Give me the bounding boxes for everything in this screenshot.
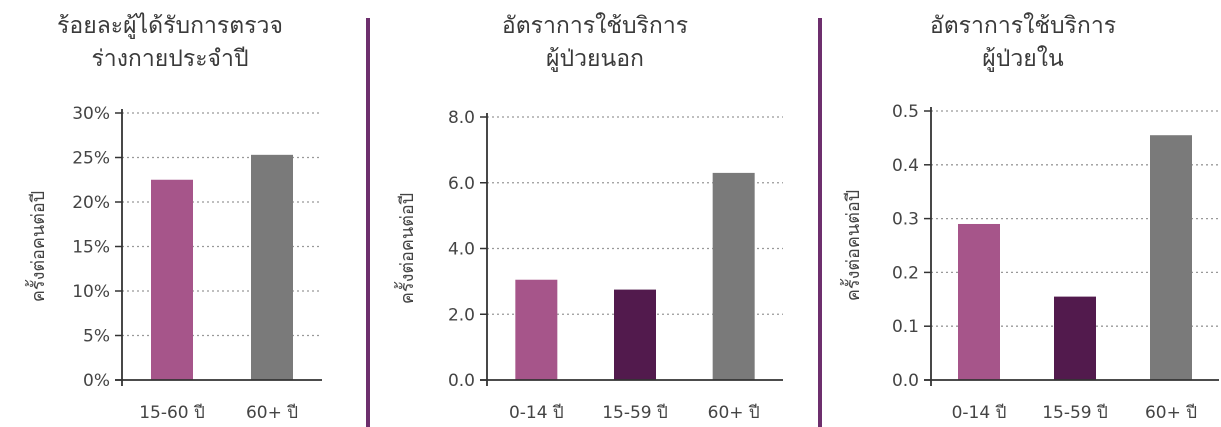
inpatient-chart: 0.0 0.1 0.2 0.3 0.4 0.5 0-14 ปี 15-59 ปี 60+ ปี ค… [840,102,1219,423]
y-tick-label: 0.0 [448,371,475,391]
x-tick-label: 15-59 ปี [602,403,668,423]
y-tick-label: 0.5 [892,102,919,122]
y-tick-label: 15% [72,238,110,258]
chart-title-line-2: ผู้ป่วยใน [982,46,1064,72]
y-tick-label: 2.0 [448,305,475,325]
y-tick-label: 25% [72,149,110,169]
y-tick-label: 0% [83,371,110,391]
chart-panel-inpatient: อัตราการใช้บริการ ผู้ป่วยใน 0.0 0.1 0.2 0.3… [825,0,1221,427]
chart-title-line-1: อัตราการใช้บริการ [929,13,1117,39]
y-axis-title: ครั้งต่อคนต่อปี [25,191,49,302]
panel-divider [366,18,370,427]
x-tick-label: 60+ ปี [246,403,298,423]
y-tick-label: 30% [72,104,110,124]
y-tick-label: 6.0 [448,174,475,194]
x-tick-label: 0-14 ปี [952,403,1007,423]
x-tick-label: 60+ ปี [708,403,760,423]
chart-panel-outpatient: อัตราการใช้บริการ ผู้ป่วยนอก 0.0 2.0 4.0 6.… [375,0,815,427]
bar [712,172,755,380]
chart-title: อัตราการใช้บริการ ผู้ป่วยใน [825,10,1221,76]
bar [1150,135,1192,380]
y-axis-title: ครั้งต่อคนต่อปี [840,190,864,301]
outpatient-chart: 0.0 2.0 4.0 6.0 8.0 0-14 ปี 15-59 ปี 60+ ปี ครั้… [394,108,783,423]
chart-title-line-2: ผู้ป่วยนอก [546,46,644,72]
y-tick-label: 0.1 [892,317,919,337]
y-tick-label: 0.3 [892,210,919,230]
chart-panel-annual-checkup: ร้อยละผู้ได้รับการตรวจ ร่างกายประจำปี 0%… [0,0,340,427]
y-tick-label: 0.2 [892,263,919,283]
y-tick-label: 10% [72,282,110,302]
chart-title-line-2: ร่างกายประจำปี [91,46,249,72]
bar [614,289,656,380]
bar [1054,296,1096,380]
x-tick-label: 0-14 ปี [509,403,564,423]
bar [515,279,558,380]
x-tick-label: 15-59 ปี [1042,403,1108,423]
y-tick-label: 5% [83,327,110,347]
chart-title: อัตราการใช้บริการ ผู้ป่วยนอก [375,10,815,76]
y-tick-label: 4.0 [448,240,475,260]
bar [151,179,193,380]
bar [251,154,293,380]
y-tick-label: 0.0 [892,371,919,391]
y-tick-label: 8.0 [448,108,475,128]
panel-divider [818,18,822,427]
x-tick-label: 60+ ปี [1145,403,1197,423]
y-tick-label: 0.4 [892,156,919,176]
bar [958,223,1000,380]
y-tick-label: 20% [72,193,110,213]
chart-title: ร้อยละผู้ได้รับการตรวจ ร่างกายประจำปี [0,10,340,76]
annual-checkup-chart: 0% 5% 10% 15% 20% 25% 30% 15-60 ปี 60+ ปี ครั้งต่… [25,104,322,423]
chart-title-line-1: อัตราการใช้บริการ [501,13,689,39]
x-tick-label: 15-60 ปี [139,403,205,423]
chart-title-line-1: ร้อยละผู้ได้รับการตรวจ [57,13,283,39]
y-axis-title: ครั้งต่อคนต่อปี [394,193,418,304]
